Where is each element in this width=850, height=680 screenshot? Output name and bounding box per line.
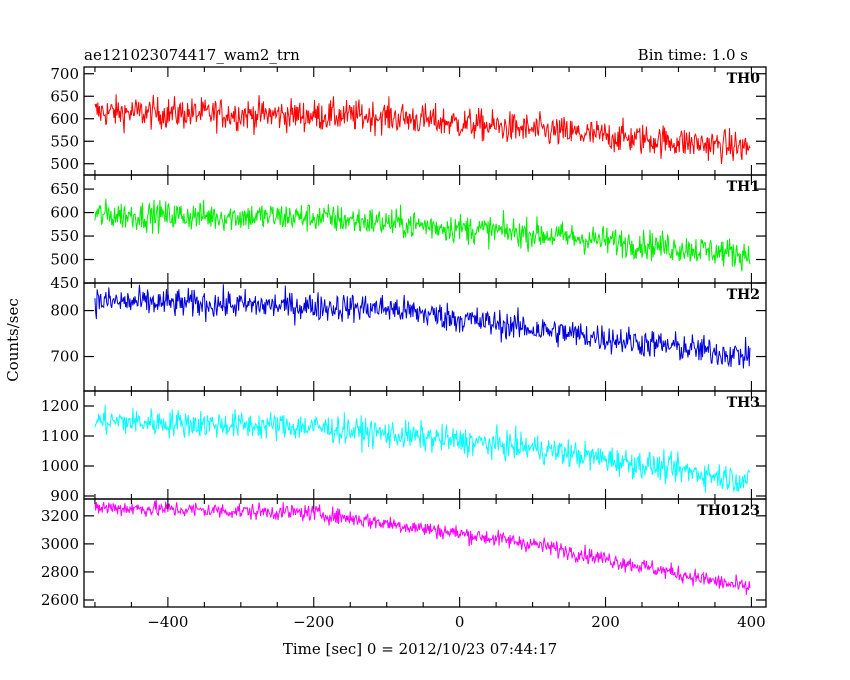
panel-label-th3: TH3 bbox=[727, 395, 760, 411]
y-tick-label: 600 bbox=[50, 204, 79, 222]
y-tick-label: 650 bbox=[50, 180, 79, 198]
y-tick-label: 1100 bbox=[41, 427, 79, 445]
y-tick-label: 3200 bbox=[41, 507, 79, 525]
x-tick-label: 400 bbox=[737, 613, 766, 631]
y-tick-label: 500 bbox=[50, 251, 79, 269]
y-axis-label: Counts/sec bbox=[4, 298, 22, 382]
series-line-th3 bbox=[94, 404, 751, 493]
panel-frame-th2 bbox=[83, 282, 767, 392]
series-line-th0 bbox=[94, 94, 751, 164]
series-line-th1 bbox=[94, 198, 751, 272]
y-tick-label: 450 bbox=[50, 274, 79, 292]
y-tick-label: 500 bbox=[50, 155, 79, 173]
y-tick-label: 900 bbox=[50, 487, 79, 505]
y-tick-label: 2600 bbox=[41, 591, 79, 609]
panel-frame-th0123 bbox=[83, 498, 767, 608]
panels-group: TH0 500 550 600 650 700 TH1 450 500 550 600 650 TH2 7… bbox=[41, 65, 767, 631]
y-tick-label: 550 bbox=[50, 227, 79, 245]
panel-label-th0123: TH0123 bbox=[697, 503, 760, 519]
panel-label-th2: TH2 bbox=[727, 287, 760, 303]
bin-time-label: Bin time: 1.0 s bbox=[638, 46, 748, 64]
x-tick-label: −400 bbox=[147, 613, 188, 631]
panel-label-th0: TH0 bbox=[727, 71, 761, 87]
y-tick-label: 800 bbox=[50, 302, 79, 320]
x-axis-label: Time [sec] 0 = 2012/10/23 07:44:17 bbox=[283, 640, 557, 658]
y-tick-label: 550 bbox=[50, 132, 79, 150]
x-tick-label: −200 bbox=[293, 613, 334, 631]
x-tick-label: 200 bbox=[591, 613, 620, 631]
y-tick-label: 600 bbox=[50, 110, 79, 128]
x-tick-label: 0 bbox=[455, 613, 465, 631]
y-tick-label: 700 bbox=[50, 348, 79, 366]
chart-title: ae121023074417_wam2_trn bbox=[84, 46, 300, 64]
series-line-th0123 bbox=[94, 499, 751, 595]
panel-label-th1: TH1 bbox=[727, 179, 760, 195]
y-tick-label: 650 bbox=[50, 87, 79, 105]
y-tick-label: 3000 bbox=[41, 535, 79, 553]
y-tick-label: 700 bbox=[50, 65, 79, 83]
y-tick-label: 1200 bbox=[41, 397, 79, 415]
y-tick-label: 2800 bbox=[41, 563, 79, 581]
panel-frame-th1 bbox=[83, 174, 767, 284]
series-line-th2 bbox=[94, 284, 751, 369]
y-tick-label: 1000 bbox=[41, 457, 79, 475]
